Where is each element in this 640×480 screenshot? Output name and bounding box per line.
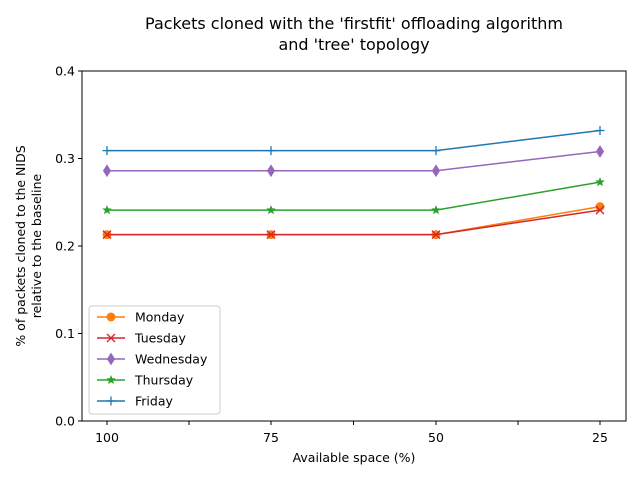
series-line xyxy=(107,150,601,172)
legend: Monday Tuesday Wednesday Thursday Friday xyxy=(88,305,221,415)
series-line xyxy=(107,209,601,236)
y-tick-label: 0.3 xyxy=(55,151,75,166)
chart-title-line-1: Packets cloned with the 'firstfit' offlo… xyxy=(145,14,563,33)
y-axis-label-line-1: % of packets cloned to the NIDS xyxy=(13,145,28,346)
series-friday xyxy=(102,126,605,156)
x-tick-label: 25 xyxy=(592,430,608,445)
legend-marker xyxy=(106,333,116,343)
y-tick-label: 0.1 xyxy=(55,326,75,341)
series-wednesday xyxy=(102,145,605,178)
data-point xyxy=(431,164,441,178)
axis-ticks: 0.0 0.1 0.2 0.3 0.4 100 75 50 25 xyxy=(55,64,608,446)
data-point xyxy=(266,230,276,240)
series-thursday xyxy=(102,176,605,215)
y-axis-label-line-2: relative to the baseline xyxy=(29,173,44,318)
x-tick-label: 75 xyxy=(263,430,279,445)
legend-marker xyxy=(106,352,116,366)
data-point xyxy=(595,176,605,187)
plot-frame xyxy=(81,70,627,422)
legend-entry-friday: Friday xyxy=(97,394,173,409)
data-point xyxy=(266,164,276,178)
data-point xyxy=(102,164,112,178)
data-point xyxy=(431,146,441,156)
legend-entry-tuesday: Tuesday xyxy=(97,331,186,346)
series-line xyxy=(107,129,601,152)
legend-label: Wednesday xyxy=(135,352,208,367)
legend-label: Tuesday xyxy=(134,331,186,346)
y-tick-label: 0.2 xyxy=(55,239,75,254)
data-point xyxy=(102,204,112,215)
chart-title-line-2: and 'tree' topology xyxy=(278,35,429,54)
legend-entry-thursday: Thursday xyxy=(97,373,194,388)
x-axis-label: Available space (%) xyxy=(293,450,416,465)
legend-box xyxy=(88,305,221,415)
data-point xyxy=(431,230,441,240)
y-tick-label: 0.0 xyxy=(55,414,75,429)
series-tuesday xyxy=(102,205,605,240)
data-point xyxy=(266,146,276,156)
data-point xyxy=(595,205,605,215)
x-tick-label: 50 xyxy=(428,430,444,445)
legend-entry-wednesday: Wednesday xyxy=(97,352,208,367)
x-tick-label: 100 xyxy=(95,430,119,445)
legend-marker xyxy=(106,374,116,385)
y-tick-label: 0.4 xyxy=(55,64,75,79)
legend-label: Monday xyxy=(135,310,185,325)
data-point xyxy=(595,145,605,158)
data-point xyxy=(102,230,112,240)
legend-marker xyxy=(106,396,116,406)
legend-label: Friday xyxy=(135,394,173,409)
data-point xyxy=(102,146,112,156)
data-point xyxy=(266,204,276,215)
legend-marker xyxy=(106,312,116,322)
legend-label: Thursday xyxy=(134,373,194,388)
legend-entry-monday: Monday xyxy=(97,310,185,325)
series-line xyxy=(107,181,601,211)
series-layer xyxy=(102,126,605,240)
data-point xyxy=(431,204,441,215)
data-point xyxy=(595,126,605,135)
